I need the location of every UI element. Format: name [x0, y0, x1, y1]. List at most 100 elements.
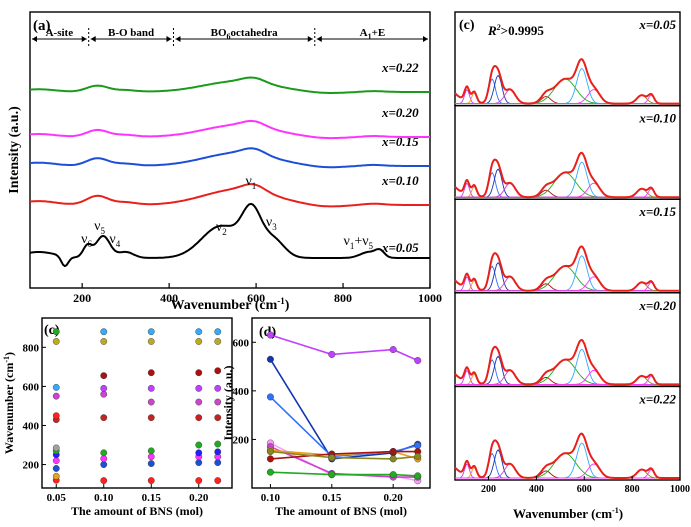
intensity-point [266, 448, 274, 456]
scatter-point [195, 477, 203, 484]
fit-subpanel-label: x=0.22 [638, 391, 676, 406]
x-tick-label: 400 [160, 291, 178, 305]
x-tick-label: 0.10 [261, 492, 281, 504]
fit-x-axis-label: Wavenumber (cm-1) [513, 506, 623, 521]
scatter-point [195, 449, 203, 457]
y-tick-label: 800 [23, 342, 40, 354]
scatter-point [195, 328, 203, 336]
x-tick-label: 0.10 [94, 492, 114, 504]
fit-subpanel: x=0.10 [454, 104, 681, 200]
fit-subpanel: x=0.05 [454, 11, 681, 107]
scatter-point [52, 444, 60, 452]
panel-c-points [52, 328, 222, 484]
fit-envelope-line [454, 151, 680, 199]
x-tick-label: 400 [529, 484, 544, 495]
panel-a-series: x=0.05x=0.10x=0.15x=0.20x=0.22 [29, 60, 430, 268]
fit-envelope-line [454, 245, 680, 292]
scatter-point [214, 367, 222, 375]
intensity-point [414, 452, 422, 460]
x-tick-label: 800 [334, 291, 352, 305]
intensity-point [414, 442, 422, 450]
scatter-point [147, 398, 155, 406]
scatter-point [214, 459, 222, 466]
fit-component-line [455, 282, 679, 292]
x-tick-label: 0.05 [47, 492, 67, 504]
intensity-line [269, 358, 418, 460]
intensity-line [269, 396, 418, 458]
intensity-point [389, 346, 397, 354]
panel-d-x-ticks: 0.10 0.15 0.20 [261, 484, 403, 504]
panel-a-x-ticks: 200 400 600 800 1000 [73, 283, 442, 305]
panel-c-fits: x=0.05 x=0.10 x=0.15 x=0.20 x=0.22 (c) R2>0.… [454, 11, 690, 521]
panel-d-y-ticks: 200 400 600 [233, 337, 256, 446]
spectrum-line [29, 202, 430, 268]
panel-c-y-ticks: 200 400 600 800 [23, 342, 46, 472]
panel-c-fits-label: (c) [459, 18, 475, 33]
scatter-point [100, 414, 108, 422]
intensity-point [389, 471, 397, 479]
scatter-point [214, 384, 222, 392]
intensity-point [266, 468, 274, 476]
spectrum-line [29, 183, 430, 208]
y-tick-label: 200 [23, 460, 40, 472]
intensity-point [414, 357, 422, 365]
series-label: x=0.20 [381, 105, 419, 120]
fit-component-line [455, 375, 679, 385]
scatter-point [100, 372, 108, 380]
panel-a-x-axis-label: Wavenumber (cm-1) [171, 296, 290, 313]
x-tick-label: 600 [247, 291, 265, 305]
region-label: B-O band [108, 27, 154, 39]
series-label: x=0.10 [381, 173, 419, 188]
spectrum-line [29, 76, 430, 94]
intensity-point [266, 393, 274, 401]
fit-component-line [455, 469, 679, 479]
panel-d-x-axis-label: The amount of BNS (mol) [275, 504, 407, 518]
fit-quality-label: R2>0.9995 [487, 23, 544, 38]
fit-component-line [455, 188, 679, 198]
scatter-point [195, 414, 203, 422]
panel-c-x-axis-label: The amount of BNS (mol) [71, 504, 203, 518]
region-label: A-site [46, 27, 74, 39]
scatter-point [195, 398, 203, 406]
fit-subpanel: x=0.20 [454, 292, 681, 388]
intensity-point [328, 471, 336, 479]
y-tick-label: 200 [233, 434, 250, 446]
intensity-point [266, 455, 274, 463]
scatter-point [52, 392, 60, 400]
scatter-point [147, 338, 155, 345]
y-tick-label: 600 [23, 381, 40, 393]
panel-a: (a) A-site B-O band BO6octahedra A1+E x=0.0… [7, 11, 442, 313]
scatter-point [100, 384, 108, 392]
scatter-point [52, 383, 60, 391]
scatter-point [147, 453, 155, 461]
spectrum-line [29, 147, 430, 169]
panel-a-label: (a) [33, 18, 51, 34]
intensity-point [266, 355, 274, 363]
intensity-point [389, 455, 397, 463]
scatter-point [52, 472, 60, 480]
region-label: A1+E [360, 27, 386, 41]
fit-subpanel-label: x=0.05 [638, 17, 676, 32]
x-tick-label: 200 [481, 484, 496, 495]
series-label: x=0.05 [381, 240, 419, 255]
intensity-line [270, 471, 418, 477]
panel-a-y-axis-label: Intensity (a.u.) [7, 106, 22, 194]
scatter-point [52, 457, 60, 465]
fit-subpanel-label: x=0.20 [638, 298, 676, 313]
peak-label: ν1 [245, 174, 256, 191]
peak-label: ν2 [216, 220, 227, 237]
panel-c-frame [41, 317, 233, 489]
intensity-point [389, 448, 397, 456]
panel-c-x-ticks: 0.05 0.10 0.15 0.20 [47, 484, 209, 504]
scatter-point [147, 460, 155, 467]
x-tick-label: 0.15 [142, 492, 162, 504]
fit-subpanel-frame [454, 385, 681, 481]
region-label: BO6octahedra [211, 27, 278, 41]
scatter-point [100, 328, 108, 336]
scatter-point [52, 328, 60, 336]
scatter-point [195, 384, 203, 392]
intensity-line [270, 450, 418, 460]
panel-d-lines [266, 331, 422, 485]
